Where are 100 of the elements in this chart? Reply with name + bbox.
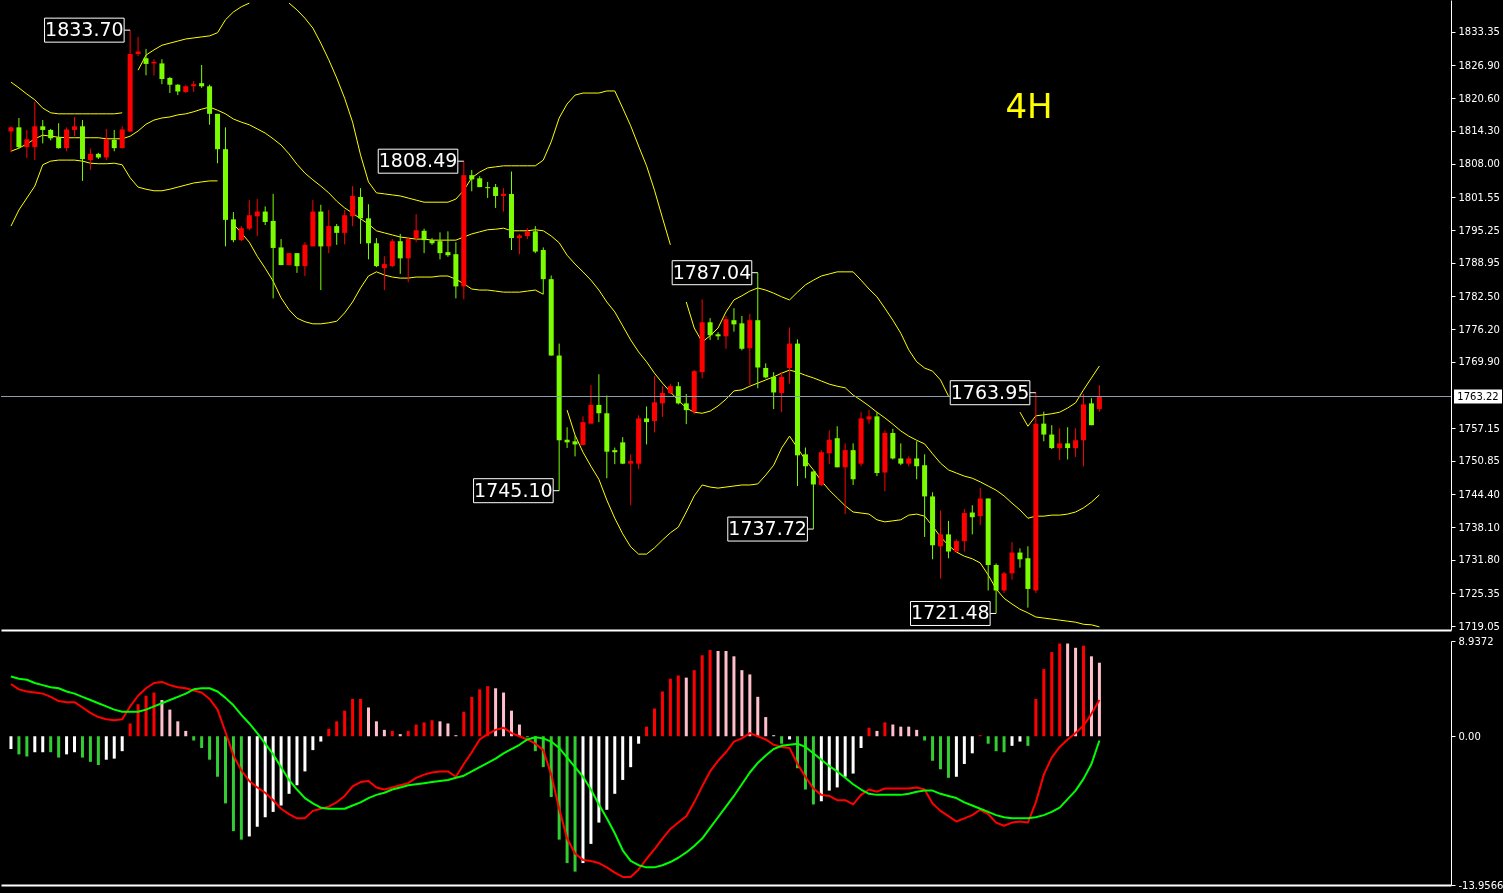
bar	[96, 736, 100, 766]
bar	[708, 649, 712, 737]
y-tick-label: 1776.20	[1458, 323, 1500, 335]
bar	[446, 723, 450, 737]
y-tick-label: 1833.35	[1458, 26, 1500, 38]
bar	[223, 736, 227, 804]
bar	[1026, 736, 1030, 746]
bar	[128, 723, 132, 737]
bar	[899, 726, 903, 737]
candlestick	[898, 442, 904, 466]
bar	[359, 698, 363, 737]
bar	[168, 709, 172, 737]
candlestick	[1001, 571, 1007, 594]
bar	[1002, 736, 1006, 753]
y-tick-label: 1738.10	[1458, 521, 1500, 533]
bar	[351, 698, 355, 737]
candlestick	[87, 148, 93, 171]
bar	[80, 736, 84, 758]
annotation: 1808.49	[378, 149, 458, 172]
candlestick	[72, 116, 78, 137]
bar	[208, 736, 212, 760]
bar	[17, 736, 21, 755]
bar	[819, 736, 823, 802]
candlestick	[914, 440, 920, 480]
y-tick-label: 1750.85	[1458, 455, 1500, 467]
candlestick	[40, 119, 46, 144]
candlestick	[1041, 411, 1047, 442]
y-tick-label: 1769.90	[1458, 356, 1500, 368]
candlestick	[532, 225, 538, 254]
candlestick	[8, 125, 14, 153]
candlestick	[413, 213, 419, 243]
y-tick-label: 1731.80	[1458, 554, 1500, 566]
candlestick	[628, 453, 634, 506]
bar	[9, 736, 13, 750]
bar	[891, 724, 895, 737]
bar	[637, 736, 641, 744]
candlestick	[381, 255, 387, 291]
bar	[1034, 698, 1038, 737]
candlestick	[938, 509, 944, 580]
bar	[478, 689, 482, 737]
bar	[160, 700, 164, 737]
candlestick	[111, 129, 117, 152]
candlestick	[143, 48, 149, 76]
bar	[573, 736, 577, 872]
bar	[104, 736, 108, 760]
bar	[843, 736, 847, 777]
candlestick	[32, 101, 38, 161]
bar	[239, 736, 243, 840]
bar	[724, 650, 728, 737]
candlestick	[135, 36, 141, 57]
candlestick	[159, 58, 165, 85]
bar	[343, 710, 347, 737]
bar	[827, 736, 831, 791]
candlestick	[516, 233, 522, 255]
candlestick	[771, 371, 777, 410]
bar	[764, 717, 768, 737]
candlestick	[866, 409, 872, 425]
candlestick	[1049, 424, 1055, 450]
bar	[255, 736, 259, 827]
candlestick	[334, 223, 340, 246]
bar	[49, 736, 53, 753]
bar	[486, 686, 490, 737]
bar	[962, 736, 966, 764]
bar	[192, 736, 196, 741]
bar	[780, 736, 784, 744]
bar	[462, 711, 466, 737]
bar	[25, 736, 29, 757]
bar	[1010, 736, 1014, 746]
candlestick	[230, 211, 236, 243]
candlestick	[715, 331, 721, 341]
candlestick	[977, 487, 983, 526]
candlestick	[199, 64, 205, 89]
bar	[144, 695, 148, 737]
bar	[597, 736, 601, 823]
candlestick	[56, 122, 62, 150]
bar	[994, 736, 998, 752]
candlestick	[421, 228, 427, 254]
bar	[200, 736, 204, 748]
y-tick-label: 1808.00	[1458, 158, 1500, 170]
bar	[33, 736, 37, 753]
bar	[875, 730, 879, 737]
bar	[732, 656, 736, 737]
bar	[859, 736, 863, 748]
candlestick	[1088, 397, 1094, 426]
candlestick	[445, 230, 451, 258]
candlestick	[437, 231, 443, 260]
bar	[605, 736, 609, 810]
bar	[184, 730, 188, 737]
bar	[581, 736, 585, 864]
candlestick	[652, 375, 657, 433]
bar	[382, 729, 386, 737]
bar	[41, 736, 45, 753]
annotation: 1763.95	[950, 380, 1030, 403]
candlestick	[802, 447, 808, 479]
bar	[1097, 662, 1101, 737]
bar	[1050, 652, 1054, 737]
bar	[390, 730, 394, 737]
bar	[422, 722, 426, 737]
bar	[295, 736, 299, 786]
annotation: 1833.70	[45, 18, 124, 41]
